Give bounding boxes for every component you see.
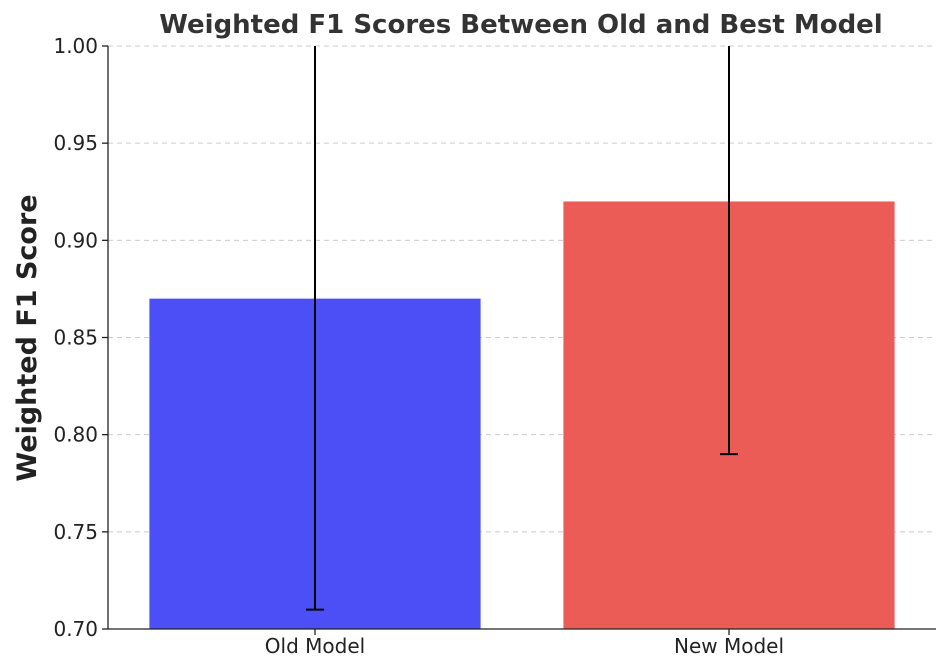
y-tick-label: 0.95	[53, 131, 98, 155]
chart-title: Weighted F1 Scores Between Old and Best …	[159, 10, 882, 40]
x-tick-label: New Model	[674, 634, 784, 658]
y-tick-label: 1.00	[53, 34, 98, 58]
bars-layer	[149, 201, 895, 629]
ticks-layer: 0.70 0.75 0.80 0.85 0.90 0.95 1.00 Old Model New…	[53, 34, 784, 658]
y-tick-label: 0.90	[53, 228, 98, 252]
error-bars-layer	[306, 46, 738, 611]
y-tick-label: 0.85	[53, 326, 98, 350]
y-tick-label: 0.80	[53, 423, 98, 447]
y-tick-label: 0.70	[53, 617, 98, 641]
y-tick-label: 0.75	[53, 520, 98, 544]
y-axis-label: Weighted F1 Score	[12, 194, 43, 481]
x-tick-label: Old Model	[265, 634, 365, 658]
